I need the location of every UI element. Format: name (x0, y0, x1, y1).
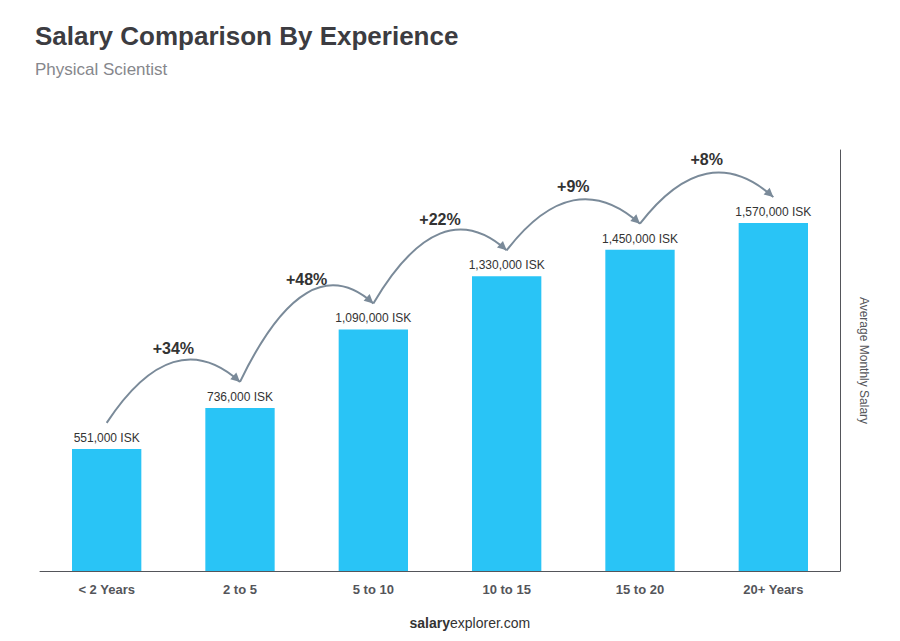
svg-text:+22%: +22% (419, 211, 460, 228)
svg-text:Average Monthly Salary: Average Monthly Salary (857, 297, 871, 424)
svg-text:20+ Years: 20+ Years (743, 582, 803, 597)
svg-text:Salary Comparison By Experienc: Salary Comparison By Experience (35, 21, 458, 51)
svg-text:+48%: +48% (286, 271, 327, 288)
svg-text:2 to 5: 2 to 5 (223, 582, 257, 597)
svg-text:1,450,000 ISK: 1,450,000 ISK (602, 232, 678, 246)
svg-text:15 to 20: 15 to 20 (616, 582, 664, 597)
svg-text:1,090,000 ISK: 1,090,000 ISK (335, 311, 411, 325)
svg-text:< 2 Years: < 2 Years (78, 582, 135, 597)
svg-text:551,000 ISK: 551,000 ISK (74, 431, 140, 445)
svg-text:736,000 ISK: 736,000 ISK (207, 390, 273, 404)
svg-text:+8%: +8% (690, 151, 722, 168)
svg-text:+9%: +9% (557, 178, 589, 195)
svg-text:+34%: +34% (153, 340, 194, 357)
svg-text:5 to 10: 5 to 10 (353, 582, 394, 597)
svg-text:1,330,000 ISK: 1,330,000 ISK (469, 258, 545, 272)
svg-text:Physical Scientist: Physical Scientist (35, 60, 168, 79)
svg-text:salary: salary (410, 615, 451, 631)
svg-text:1,570,000 ISK: 1,570,000 ISK (735, 205, 811, 219)
svg-text:10 to 15: 10 to 15 (482, 582, 530, 597)
svg-text:explorer.com: explorer.com (450, 615, 530, 631)
